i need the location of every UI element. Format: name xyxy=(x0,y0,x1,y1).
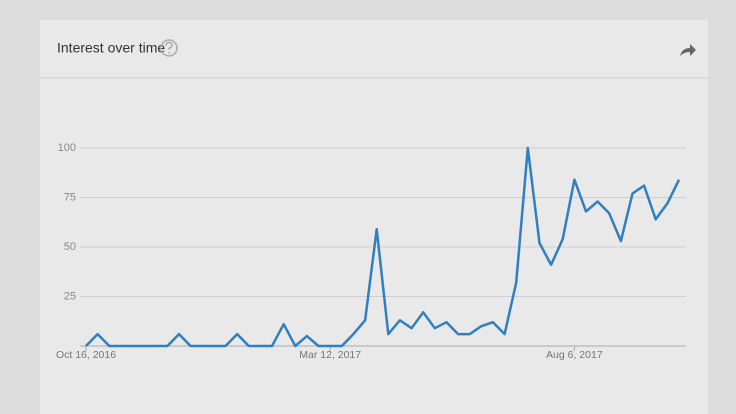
chart-title: Interest over time xyxy=(57,40,165,56)
card xyxy=(40,20,708,414)
x-tick-label: Oct 16, 2016 xyxy=(56,349,116,361)
help-icon[interactable] xyxy=(160,39,178,57)
y-tick-label: 75 xyxy=(64,191,76,203)
y-tick-label: 25 xyxy=(64,290,76,302)
share-icon[interactable] xyxy=(680,44,696,56)
y-tick-label: 50 xyxy=(64,241,76,253)
trend-line xyxy=(85,146,681,348)
x-tick-label: Aug 6, 2017 xyxy=(546,349,603,361)
x-tick-label: Mar 12, 2017 xyxy=(299,349,361,361)
y-tick-label: 100 xyxy=(58,142,76,154)
